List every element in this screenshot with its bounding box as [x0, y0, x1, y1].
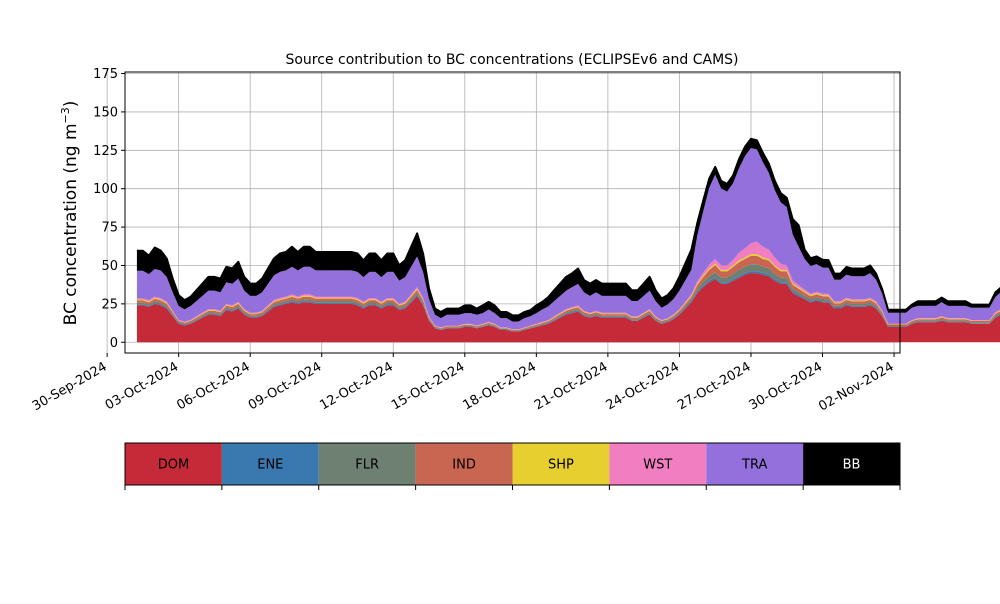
- x-tick-label: 30-Sep-2024: [30, 359, 110, 414]
- x-tick-label: 12-Oct-2024: [317, 359, 395, 413]
- x-tick-label: 21-Oct-2024: [532, 359, 610, 413]
- legend-swatch-tra: [706, 443, 804, 485]
- y-tick-label: 0: [110, 336, 118, 351]
- plot-frame: [124, 71, 901, 354]
- area-tra: [136, 148, 1000, 330]
- legend-label-ind: IND: [452, 458, 476, 473]
- y-tick-label: 25: [101, 297, 118, 312]
- y-axis-label-main: BC concentration (ng m: [61, 123, 81, 325]
- legend-swatch-wst: [609, 443, 707, 485]
- x-tick-label: 27-Oct-2024: [675, 359, 753, 413]
- legend-label-ene: ENE: [257, 458, 283, 473]
- x-tick-label: 18-Oct-2024: [460, 359, 538, 413]
- y-tick-label: 75: [101, 221, 118, 236]
- area-dom: [136, 273, 1000, 343]
- legend-label-wst: WST: [643, 458, 672, 473]
- y-tick-label: 175: [93, 67, 118, 82]
- legend-label-dom: DOM: [158, 458, 189, 473]
- x-tick-label: 09-Oct-2024: [246, 359, 324, 413]
- y-tick-label: 125: [93, 144, 118, 159]
- chart-title: Source contribution to BC concentrations…: [285, 52, 738, 68]
- legend-swatch-ind: [415, 443, 513, 485]
- total-outline: [136, 137, 1000, 317]
- area-ind: [136, 255, 1000, 331]
- area-flr: [136, 264, 1000, 332]
- legend: DOM ENE FLR IND SHP WST TRA BB: [124, 442, 901, 490]
- y-axis-label-close: ): [61, 101, 81, 108]
- y-axis-label-sup: −3: [59, 107, 72, 123]
- legend-swatch-ene: [221, 443, 319, 485]
- x-tick-label: 15-Oct-2024: [389, 359, 467, 413]
- legend-label-flr: FLR: [355, 458, 379, 473]
- x-tick-label: 03-Oct-2024: [103, 359, 181, 413]
- legend-label-bb: BB: [843, 458, 861, 473]
- area-ene: [136, 271, 1000, 332]
- x-tick-label: 30-Oct-2024: [747, 359, 825, 413]
- y-tick-label: 150: [93, 105, 118, 120]
- y-axis-label: BC concentration (ng m−3): [59, 101, 81, 326]
- y-tick-label: 100: [93, 182, 118, 197]
- legend-label-tra: TRA: [741, 458, 767, 473]
- y-tick-label: 50: [101, 259, 118, 274]
- legend-label-shp: SHP: [548, 458, 574, 473]
- x-tick-label: 24-Oct-2024: [604, 359, 682, 413]
- area-bb: [136, 138, 1000, 322]
- legend-swatch-dom: [125, 443, 222, 485]
- x-tick-label: 02-Nov-2024: [816, 359, 896, 414]
- x-tick-label: 06-Oct-2024: [174, 359, 252, 413]
- legend-swatch-flr: [318, 443, 416, 485]
- legend-swatch-shp: [512, 443, 610, 485]
- legend-swatch-bb: [803, 443, 900, 485]
- plot-area: 0 25 50 75 100 125 150 175 30-Sep-202403-Oct-202…: [30, 67, 1000, 414]
